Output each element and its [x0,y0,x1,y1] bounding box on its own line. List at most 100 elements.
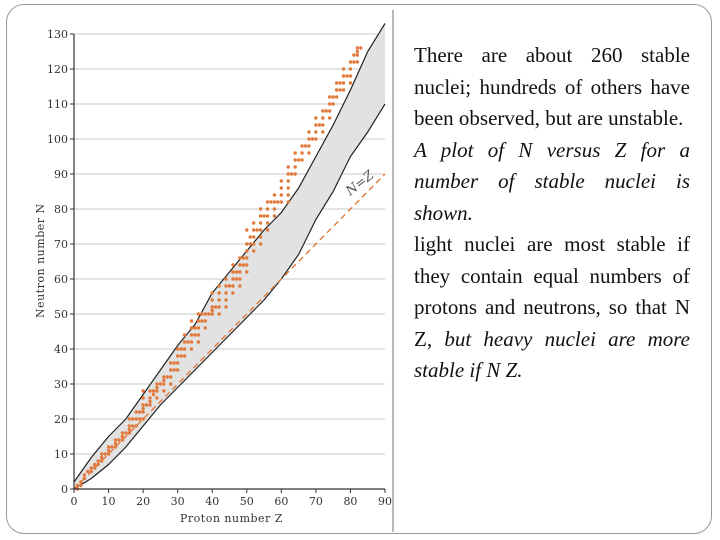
data-point-215 [348,60,353,64]
y-tick-label-90: 90 [54,168,68,181]
data-point-104 [217,312,221,316]
data-point-193 [321,116,325,120]
data-point-112 [224,284,228,288]
data-point-37 [134,410,138,414]
data-point-165 [286,200,290,204]
data-point-78 [182,333,187,337]
data-point-90 [196,319,201,323]
data-point-158 [272,200,277,204]
data-point-62 [165,375,169,379]
data-point-61 [162,375,166,379]
data-point-101 [210,298,214,302]
data-point-189 [314,116,318,120]
x-tick-label-40: 40 [205,495,219,508]
data-point-162 [279,193,284,197]
data-point-150 [265,228,270,232]
data-point-14 [99,455,104,460]
data-point-60 [162,378,166,383]
data-point-82 [189,333,194,337]
data-point-136 [248,235,252,239]
data-point-34 [131,417,135,421]
n-equals-z-dashed-line [73,173,386,490]
data-point-35 [134,424,138,428]
y-tick-label-30: 30 [54,378,68,391]
data-point-30 [127,427,131,432]
data-point-119 [231,263,235,267]
x-tick-label-10: 10 [102,495,116,508]
data-point-40 [141,417,145,421]
paragraph-stability-rule: light nuclei are most stable if they con… [414,229,690,387]
data-point-33 [131,424,135,428]
data-point-134 [245,228,249,232]
data-point-156 [272,214,277,218]
x-axis-title: Proton number Z [180,512,283,525]
data-point-96 [203,312,208,316]
data-point-39 [137,410,142,414]
data-point-173 [293,165,297,169]
data-point-2 [79,483,83,488]
data-point-160 [276,200,280,204]
y-tick-label-60: 60 [54,273,68,286]
data-point-121 [234,270,239,274]
data-point-73 [179,354,183,358]
stability-rule-heavy: but heavy nuclei are more stable if N Z. [414,326,691,383]
paragraph-plot-description: A plot of N versus Z for a number of sta… [414,137,690,225]
data-point-117 [231,277,235,281]
data-point-219 [355,53,360,57]
data-point-67 [172,368,176,372]
data-point-65 [169,368,173,372]
stability-band-fill [74,23,385,489]
data-point-208 [341,81,346,85]
data-point-185 [310,137,315,141]
data-point-36 [134,417,138,421]
data-point-201 [331,95,335,99]
data-point-53 [155,396,159,400]
data-point-26 [120,434,125,439]
data-point-49 [148,396,152,400]
data-point-118 [231,270,235,274]
x-tick-label-80: 80 [343,495,357,508]
data-point-24 [117,438,121,442]
data-point-115 [231,291,235,295]
y-tick-label-70: 70 [54,238,68,251]
data-point-81 [189,340,194,344]
data-point-179 [300,144,304,148]
paragraph-stable-nuclei: There are about 260 stable nuclei; hundr… [414,43,690,130]
data-point-161 [279,200,284,204]
data-point-207 [341,88,346,92]
data-point-211 [345,74,349,78]
data-point-123 [238,277,242,281]
data-point-143 [258,242,263,246]
data-point-220 [355,49,360,54]
data-point-72 [175,347,180,351]
description-text: There are about 260 stable nuclei; hundr… [414,40,690,387]
data-point-192 [321,123,325,127]
data-point-74 [179,347,183,351]
data-point-151 [265,221,270,225]
data-point-195 [324,109,328,113]
y-tick-label-10: 10 [54,448,68,461]
data-point-188 [314,123,318,127]
data-point-63 [169,382,173,386]
y-tick-label-20: 20 [54,413,68,426]
stability-rule-light: light nuclei are most stable if they con… [414,232,690,351]
data-point-91 [196,312,201,316]
divider-line [392,10,394,532]
data-point-198 [328,102,332,106]
data-point-168 [286,179,290,183]
data-point-141 [251,221,256,225]
data-point-212 [348,81,353,85]
data-point-93 [200,312,204,316]
data-point-159 [272,193,277,197]
data-point-126 [238,256,242,260]
data-point-23 [113,438,118,442]
data-point-166 [286,193,290,197]
data-point-19 [106,445,111,449]
data-point-64 [169,375,173,379]
data-point-190 [317,123,322,127]
stability-band-lower-edge [73,103,386,490]
data-point-154 [265,200,270,204]
data-point-209 [341,74,346,78]
data-point-9 [93,466,97,470]
data-point-216 [352,60,356,64]
